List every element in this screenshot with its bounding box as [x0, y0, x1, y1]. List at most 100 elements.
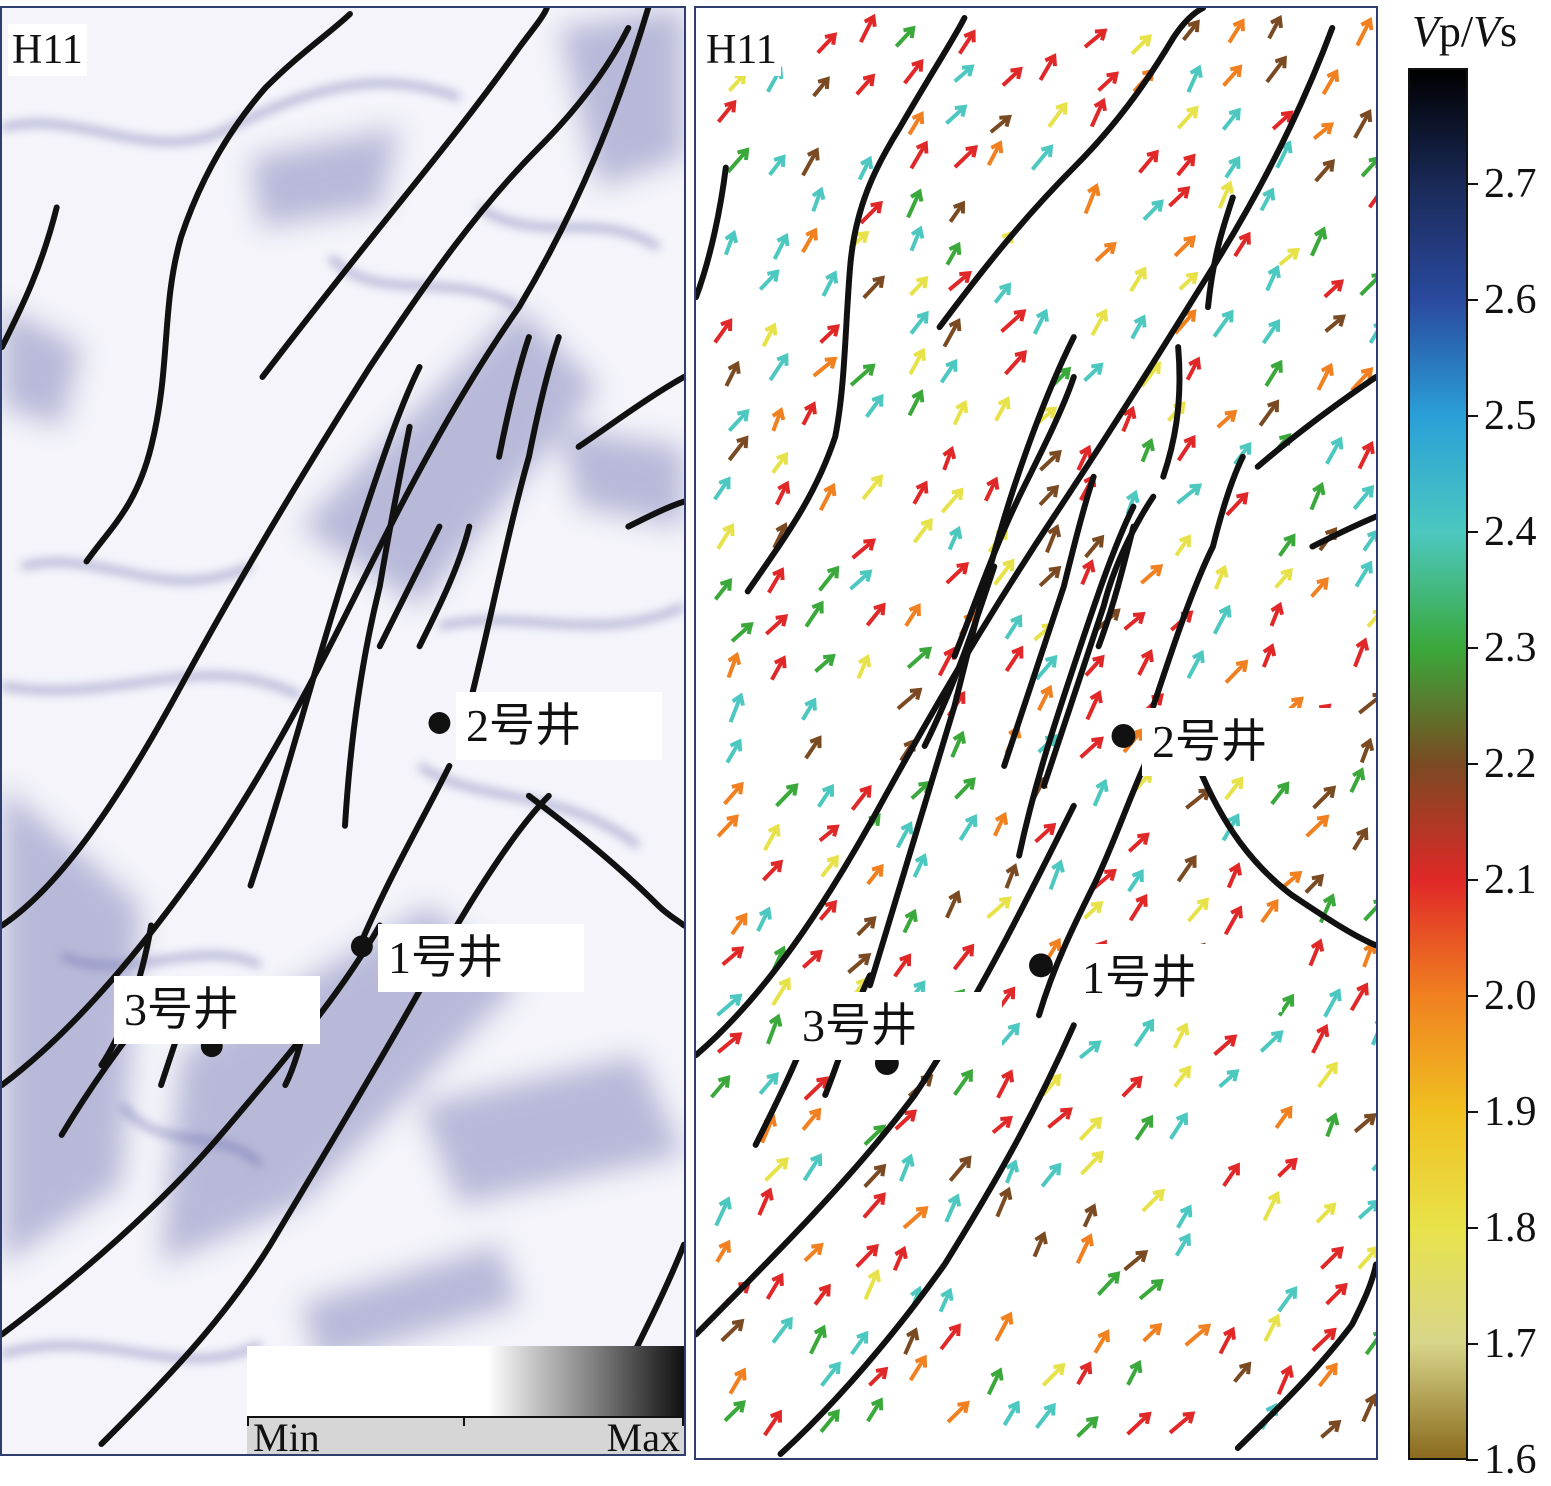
- anisotropy-arrow: [912, 852, 928, 878]
- anisotropy-arrow: [820, 854, 840, 878]
- anisotropy-arrow: [1142, 1322, 1163, 1343]
- anisotropy-arrow: [986, 140, 1004, 167]
- anisotropy-arrow: [857, 155, 874, 181]
- anisotropy-arrow: [771, 977, 791, 1007]
- anisotropy-arrow: [756, 906, 772, 932]
- anisotropy-arrow: [1004, 863, 1020, 889]
- anisotropy-arrow: [1169, 1112, 1189, 1140]
- anisotropy-arrow: [1315, 1202, 1337, 1224]
- anisotropy-arrow: [859, 13, 877, 44]
- anisotropy-arrow: [723, 229, 739, 256]
- anisotropy-arrow: [1213, 1034, 1238, 1057]
- anisotropy-arrow: [1174, 1232, 1191, 1257]
- anisotropy-arrow: [1123, 1249, 1149, 1272]
- anisotropy-arrow: [1079, 736, 1104, 759]
- anisotropy-arrow: [1353, 1113, 1376, 1134]
- anisotropy-arrow: [849, 569, 873, 591]
- anisotropy-arrow: [1354, 560, 1373, 588]
- anisotropy-arrow: [816, 32, 838, 55]
- anisotropy-arrow: [1141, 1188, 1166, 1213]
- legend-tick: [682, 1418, 684, 1426]
- anisotropy-arrow: [994, 396, 1011, 422]
- legend-tick: [247, 1418, 249, 1426]
- anisotropy-arrow: [1364, 1331, 1376, 1356]
- anisotropy-arrow: [1355, 16, 1374, 47]
- anisotropy-arrow: [1357, 1200, 1376, 1220]
- anisotropy-arrow: [763, 1409, 782, 1437]
- anisotropy-arrow: [775, 783, 799, 808]
- anisotropy-arrow: [995, 1186, 1013, 1218]
- anisotropy-arrow: [948, 1155, 972, 1182]
- attribute-shading: [2, 8, 684, 1365]
- anisotropy-arrow: [1138, 149, 1159, 174]
- colorbar-tick-label: 1.7: [1484, 1321, 1537, 1367]
- anisotropy-arrow: [802, 1153, 823, 1182]
- anisotropy-arrow: [856, 916, 877, 937]
- well-2-label: 2号井: [1142, 708, 1352, 776]
- anisotropy-arrow: [1366, 609, 1376, 628]
- anisotropy-arrow: [1223, 905, 1243, 936]
- anisotropy-arrow: [1047, 101, 1068, 129]
- anisotropy-arrow: [713, 476, 731, 501]
- anisotropy-arrow: [727, 408, 750, 432]
- anisotropy-arrow: [942, 445, 957, 471]
- anisotropy-arrow: [1075, 1233, 1094, 1265]
- anisotropy-arrow: [1323, 279, 1344, 299]
- colorbar-tick-label: 1.8: [1484, 1205, 1537, 1251]
- anisotropy-arrow: [1224, 776, 1244, 801]
- anisotropy-arrow: [849, 363, 876, 387]
- anisotropy-arrow: [1325, 436, 1344, 465]
- anisotropy-arrow: [1004, 645, 1024, 673]
- anisotropy-arrow: [945, 241, 962, 266]
- colorbar-tick: [1466, 1343, 1478, 1345]
- anisotropy-arrow: [728, 1367, 747, 1395]
- anisotropy-arrow: [862, 275, 885, 300]
- anisotropy-arrow: [851, 538, 877, 560]
- anisotropy-arrow: [1359, 737, 1375, 764]
- anisotropy-arrow: [1138, 1278, 1164, 1301]
- anisotropy-arrow: [1168, 186, 1191, 208]
- anisotropy-arrow: [1084, 654, 1105, 677]
- anisotropy-arrow: [1080, 559, 1096, 586]
- anisotropy-arrow: [1036, 684, 1054, 712]
- anisotropy-arrow: [894, 1109, 918, 1131]
- anisotropy-arrow: [1032, 1231, 1048, 1258]
- anisotropy-arrow: [804, 600, 824, 628]
- anisotropy-arrow: [1258, 399, 1280, 427]
- vpvs-vector-map-panel: H11 2号井 1号井 3号井: [694, 6, 1378, 1460]
- anisotropy-arrow: [958, 813, 978, 842]
- anisotropy-arrow: [1121, 1075, 1143, 1098]
- anisotropy-arrow: [1186, 649, 1205, 680]
- anisotropy-arrow: [763, 823, 781, 852]
- anisotropy-arrow: [1263, 1313, 1281, 1343]
- anisotropy-arrow: [757, 1187, 774, 1216]
- anisotropy-arrow: [908, 347, 926, 376]
- anisotropy-arrow: [1274, 567, 1293, 589]
- anisotropy-arrow: [1078, 1116, 1103, 1142]
- anisotropy-arrow: [1305, 814, 1330, 838]
- anisotropy-arrow: [946, 1400, 970, 1424]
- anisotropy-arrow: [1039, 449, 1062, 472]
- anisotropy-arrow: [939, 358, 958, 384]
- anisotropy-arrow: [801, 147, 820, 177]
- anisotropy-arrow: [1213, 564, 1229, 590]
- anisotropy-arrow: [864, 393, 884, 419]
- anisotropy-arrow: [725, 738, 743, 764]
- anisotropy-arrow: [716, 814, 739, 838]
- anisotropy-arrow: [1362, 530, 1376, 552]
- anisotropy-arrow: [1176, 854, 1197, 883]
- anisotropy-arrow: [1174, 534, 1191, 557]
- anisotropy-arrow: [1034, 822, 1057, 844]
- anisotropy-arrow: [1093, 1329, 1110, 1354]
- anisotropy-arrow: [1309, 481, 1326, 511]
- legend-max-label: Max: [606, 1415, 680, 1456]
- anisotropy-arrow: [947, 270, 972, 292]
- colorbar-tick-label: 2.6: [1484, 277, 1537, 323]
- anisotropy-arrow: [818, 899, 838, 921]
- anisotropy-arrow: [817, 783, 834, 808]
- anisotropy-arrow: [906, 188, 924, 219]
- anisotropy-arrow: [865, 602, 886, 627]
- anisotropy-arrow: [1083, 182, 1101, 215]
- anisotropy-arrow: [1371, 1163, 1376, 1172]
- anisotropy-arrow: [814, 653, 836, 673]
